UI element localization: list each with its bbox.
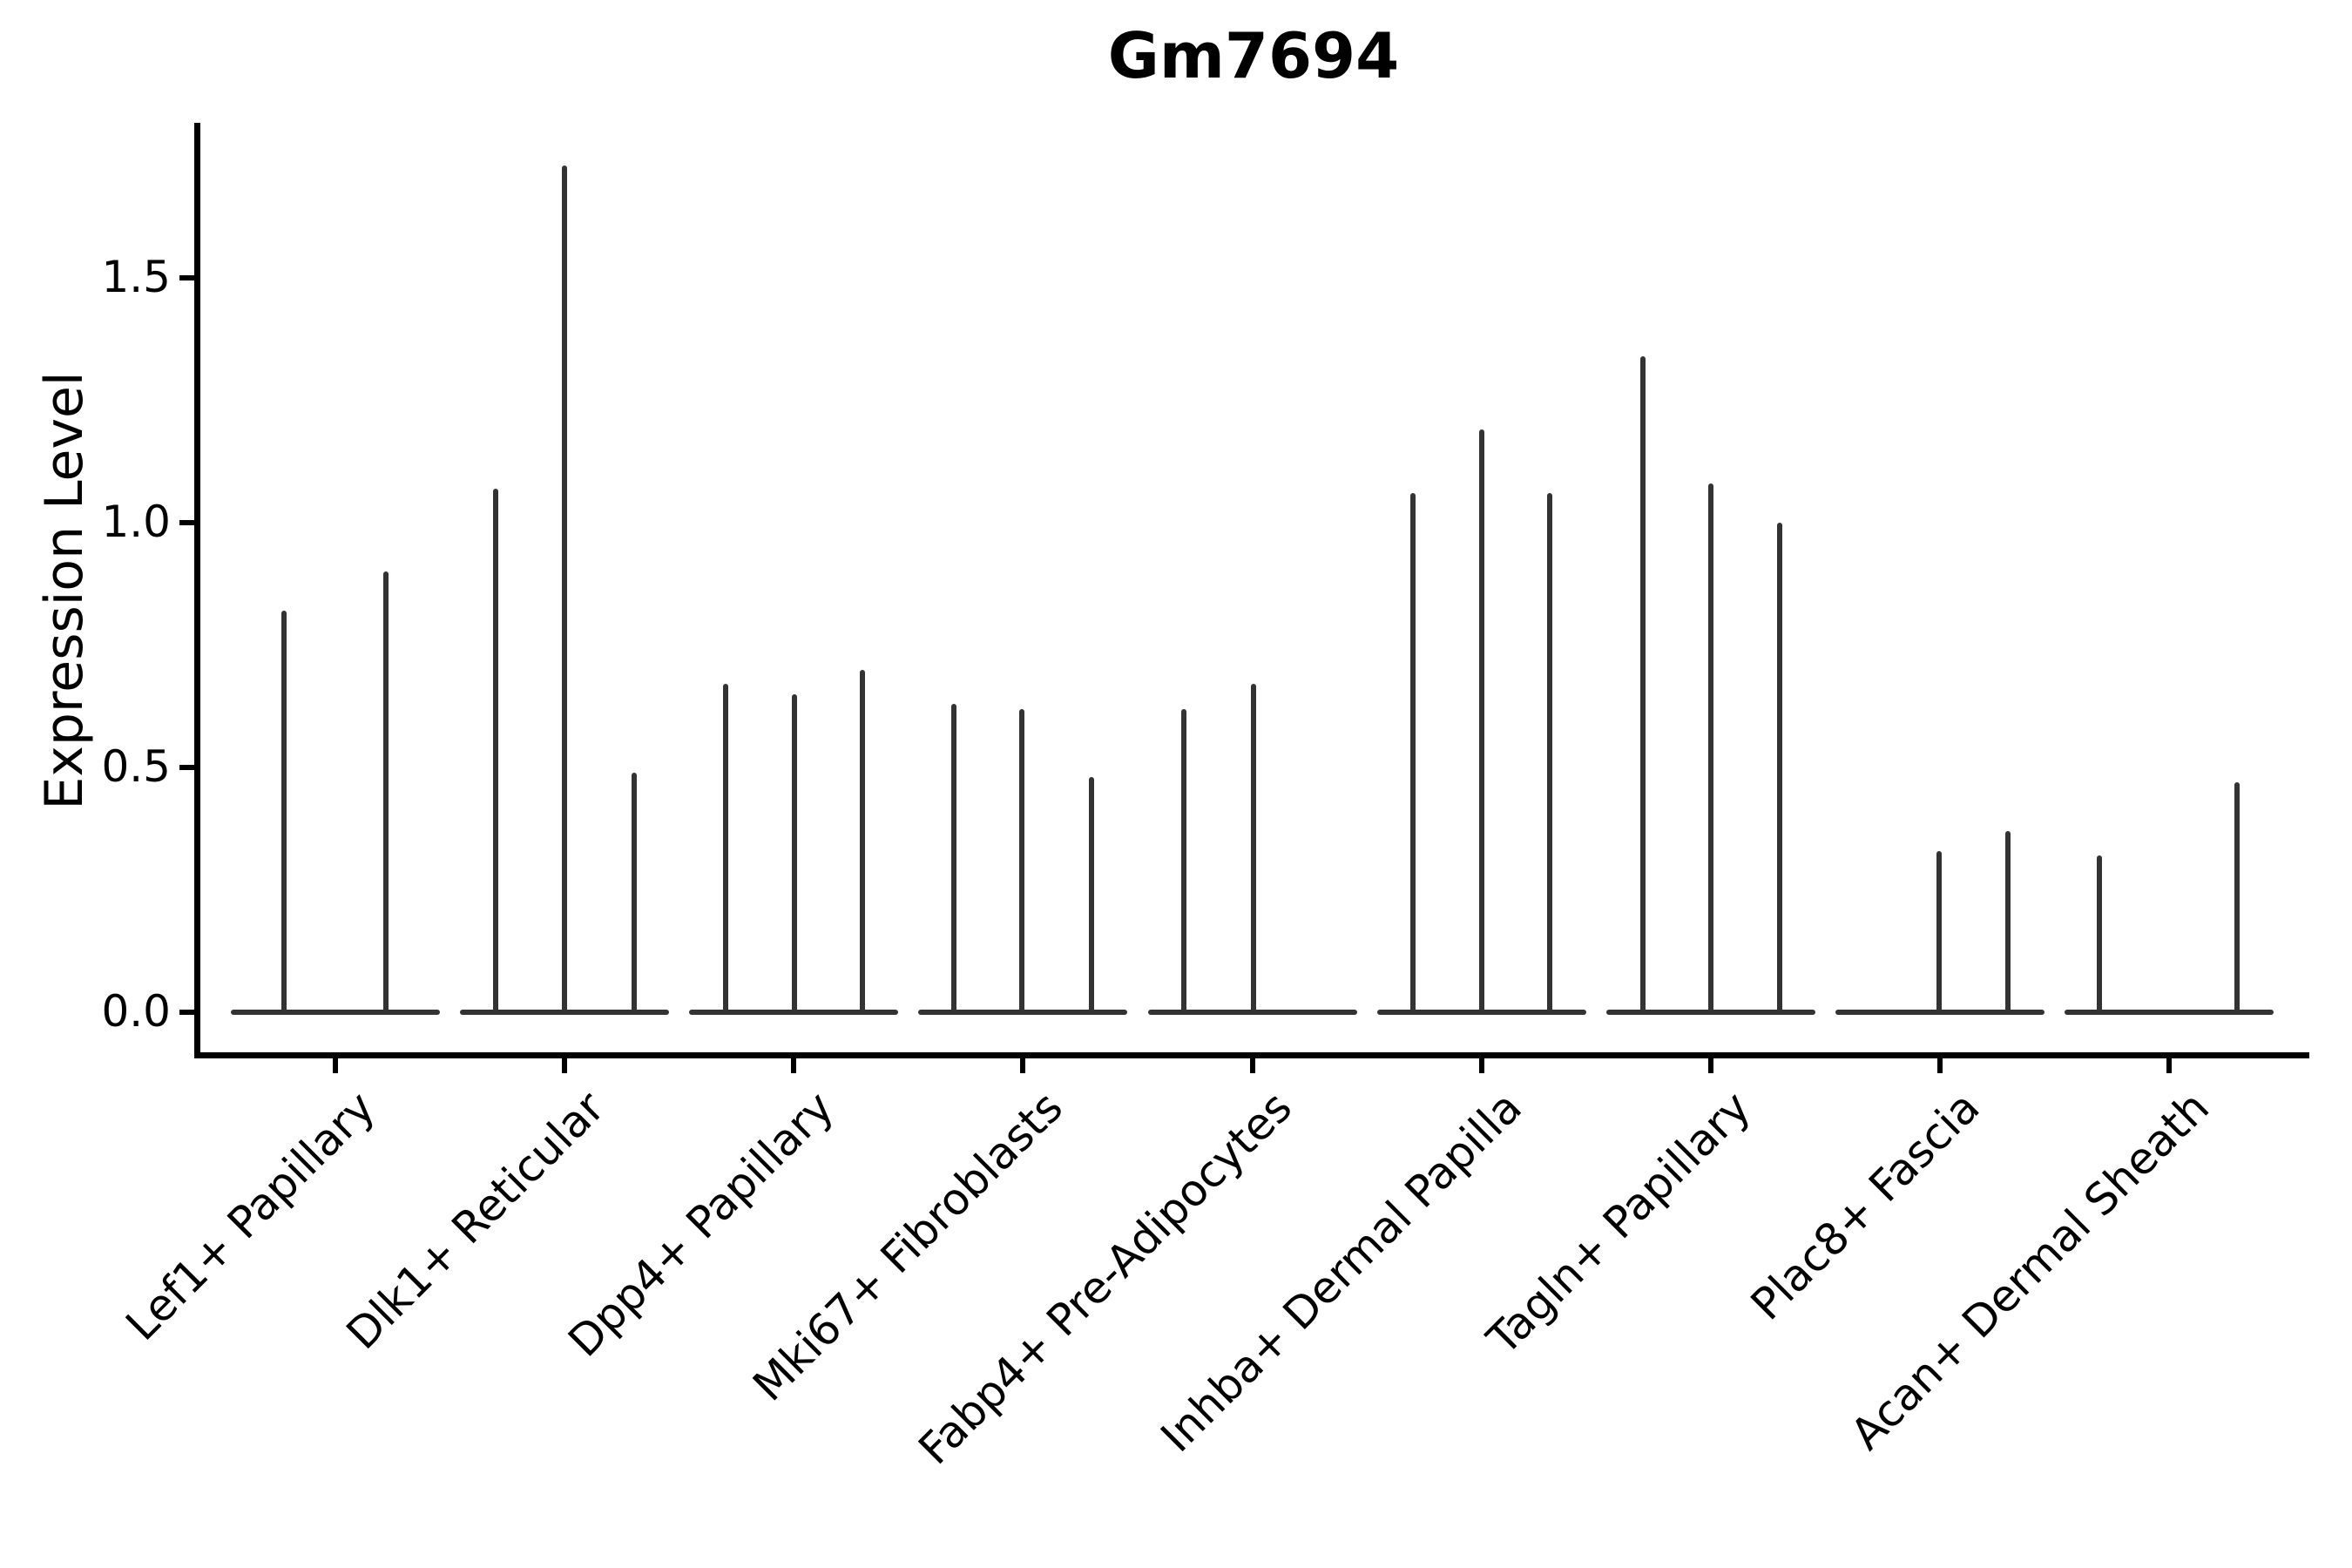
violin-spike — [1180, 708, 1186, 1015]
x-tick-mark — [1249, 1058, 1255, 1073]
violin-spike — [493, 488, 499, 1015]
x-tick-mark — [1478, 1058, 1484, 1073]
violin-spike — [2004, 831, 2011, 1015]
y-tick-label: 1.5 — [101, 252, 171, 302]
violin-spike — [281, 611, 287, 1015]
violin-spike — [1089, 777, 1095, 1015]
violin-baseline — [2065, 1010, 2274, 1015]
violin-spike — [1409, 493, 1416, 1015]
violin-spike — [860, 669, 866, 1015]
x-tick-label: Lef1+ Papillary — [116, 1081, 385, 1350]
x-tick-label: Dlk1+ Reticular — [336, 1081, 615, 1360]
violin-baseline — [231, 1010, 440, 1015]
y-tick-mark — [179, 275, 194, 280]
violin-spike — [1776, 523, 1782, 1015]
x-tick-label: Plac8+ Fascia — [1741, 1081, 1990, 1330]
violin-spike — [1250, 684, 1256, 1015]
x-tick-mark — [791, 1058, 797, 1073]
violin-spike — [2234, 781, 2240, 1015]
x-axis-spine — [194, 1052, 2309, 1058]
x-tick-mark — [1020, 1058, 1026, 1073]
violin-spike — [1478, 429, 1484, 1015]
violin-spike — [562, 165, 568, 1015]
x-tick-mark — [1936, 1058, 1943, 1073]
violin-spike — [723, 684, 729, 1015]
x-tick-mark — [2166, 1058, 2172, 1073]
y-tick-mark — [179, 765, 194, 770]
violin-spike — [1546, 493, 1552, 1015]
violin-spike — [1936, 850, 1942, 1015]
y-tick-label: 0.5 — [101, 741, 171, 792]
violin-spike — [1019, 708, 1025, 1015]
y-tick-mark — [179, 1010, 194, 1015]
y-tick-label: 1.0 — [101, 497, 171, 547]
chart-title: Gm7694 — [1107, 19, 1400, 92]
violin-spike — [2097, 855, 2102, 1015]
violin-spike — [1639, 355, 1646, 1015]
x-tick-label: Fabp4+ Pre-Adipocytes — [909, 1081, 1302, 1475]
x-tick-mark — [333, 1058, 338, 1073]
violin-spike — [792, 693, 798, 1015]
violin-spike — [632, 772, 638, 1015]
violin-spike — [1707, 483, 1713, 1015]
violin-spike — [951, 703, 957, 1015]
y-axis-spine — [194, 123, 200, 1058]
y-tick-mark — [179, 520, 194, 525]
y-tick-label: 0.0 — [101, 986, 171, 1037]
x-tick-mark — [562, 1058, 568, 1073]
x-tick-mark — [1707, 1058, 1713, 1073]
violin-spike — [383, 571, 389, 1015]
